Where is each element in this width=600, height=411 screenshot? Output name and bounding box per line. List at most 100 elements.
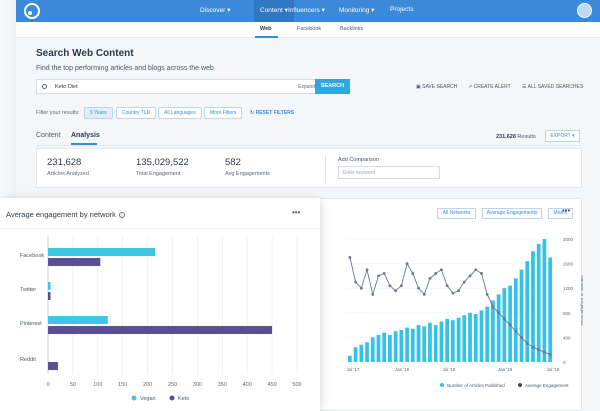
article-bar [479,310,484,362]
article-bar [348,355,352,362]
y-tick-label: 800 [563,311,571,316]
save-search-button[interactable]: ▣ SAVE SEARCH [416,84,458,90]
bar-keto [48,258,101,266]
bar-vegan [48,282,51,290]
engagement-point [445,284,449,288]
engagement-point [485,292,489,296]
article-bar [473,314,478,362]
engagement-point [417,286,420,290]
x-tick-label: 500 [292,382,301,388]
nav-influencers[interactable]: Influencers ▾ [288,7,325,14]
nav-projects[interactable]: Projects [390,6,414,13]
add-comparison-label: Add Comparison [338,157,379,163]
category-label: Pinterest [20,321,42,327]
article-bar [399,330,404,362]
stat-label: Articles Analyzed [47,171,89,177]
article-bar [410,328,415,362]
legend-label: Number of Articles Published [447,383,505,388]
article-bar [531,251,535,362]
engagement-point [468,274,472,278]
subnav-facebook[interactable]: Facebook [297,26,322,32]
sub-nav: Web Facebook Backlinks [16,22,600,38]
article-bar [359,344,364,362]
article-bar [376,334,381,362]
x-tick-label: Jul '19 [547,367,560,372]
all-networks-button[interactable]: All Networks [437,208,476,219]
subnav-backlinks[interactable]: Backlinks [340,26,364,32]
subnav-web[interactable]: Web [260,26,272,32]
tab-content[interactable]: Content [36,132,61,139]
engagement-point [497,311,501,315]
nav-content[interactable]: Content ▾ [254,0,294,22]
average-engagements-button[interactable]: Average Engagements [482,208,542,219]
article-bar [405,327,409,362]
x-tick-label: 0 [46,382,49,388]
filter-chip-country[interactable]: Country TLD [116,107,157,119]
page-subtitle: Find the top performing articles and blo… [36,65,214,72]
engagement-point [514,329,518,333]
logo-icon[interactable] [24,3,40,19]
bar-keto [48,362,58,370]
x-tick-label: 250 [168,382,177,388]
engagement-chart-card: All Networks Average Engagements Month 0… [306,198,583,411]
y-tick-label: 1600 [563,262,574,267]
x-tick-label: Jan '19 [498,367,513,372]
article-bar [496,294,501,362]
stat-value: 582 [225,157,241,168]
x-tick-label: 200 [143,382,152,388]
engagement-point [502,317,506,321]
engagement-point [359,286,363,290]
bar-vegan [48,248,156,256]
legend-marker [440,383,444,387]
y-tick-label: 1200 [563,286,574,291]
article-bar [445,318,449,362]
filter-chip-more[interactable]: More Filters [204,107,243,119]
search-input[interactable]: Keto Diet Expand ▾ [36,79,326,94]
x-tick-label: 450 [268,382,277,388]
category-label: Twitter [20,287,36,293]
page-title: Search Web Content [36,48,134,59]
nav-monitoring[interactable]: Monitoring ▾ [339,7,375,14]
stat-label: Avg Engagements [225,171,270,177]
panel-more-icon[interactable]: ••• [292,208,301,217]
add-comparison-input[interactable]: Enter keyword [338,166,440,179]
reset-filters-button[interactable]: ↻ RESET FILTERS [250,110,295,116]
article-bar [353,347,358,362]
filter-chip-languages[interactable]: All Languages [158,107,202,119]
filter-label: Filter your results: [36,110,80,116]
chart-more-icon[interactable]: ••• [562,206,571,215]
tabs-divider [36,145,582,146]
stats-divider [325,155,326,183]
article-bar [519,269,524,362]
legend-label: Keto [178,396,189,402]
create-alert-button[interactable]: ↗ CREATE ALERT [468,84,511,90]
x-tick-label: 400 [243,382,252,388]
engagement-point [474,268,478,272]
tab-analysis[interactable]: Analysis [71,132,100,139]
x-tick-label: Jul '17 [347,367,360,372]
article-bar [525,261,530,362]
engagement-point [399,284,403,288]
stat-value: 231,628 [47,157,82,168]
avatar[interactable] [577,3,592,18]
article-bar [422,326,427,362]
engagement-point [457,289,460,293]
nav-discover[interactable]: Discover ▾ [200,7,231,14]
article-bar [456,317,461,362]
search-value: Keto Diet [55,84,78,90]
month-button[interactable]: Month [548,208,573,219]
info-icon[interactable]: i [118,212,125,219]
all-saved-searches-button[interactable]: ☰ ALL SAVED SEARCHES [522,84,584,90]
filter-chip-years[interactable]: 5 Years [84,107,113,119]
x-tick-label: 100 [93,382,102,388]
category-label: Facebook [20,253,44,259]
engagement-point [422,292,426,296]
article-bar [388,334,392,362]
search-button[interactable]: SEARCH [315,79,350,94]
subnav-active-indicator [255,36,278,38]
category-label: Reddit [20,357,36,363]
engagement-point [411,272,415,275]
export-button[interactable]: EXPORT ▾ [545,130,580,142]
refresh-icon: ↻ [250,110,255,116]
x-tick-label: 50 [70,382,76,388]
